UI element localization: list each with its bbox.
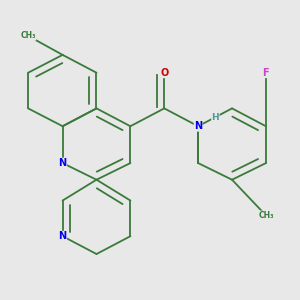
- Text: CH₃: CH₃: [20, 32, 36, 40]
- Text: O: O: [160, 68, 168, 78]
- Text: H: H: [212, 113, 219, 122]
- Text: F: F: [262, 68, 269, 78]
- Text: CH₃: CH₃: [258, 211, 274, 220]
- Text: N: N: [194, 121, 202, 131]
- Text: N: N: [58, 158, 67, 168]
- Text: N: N: [58, 231, 67, 241]
